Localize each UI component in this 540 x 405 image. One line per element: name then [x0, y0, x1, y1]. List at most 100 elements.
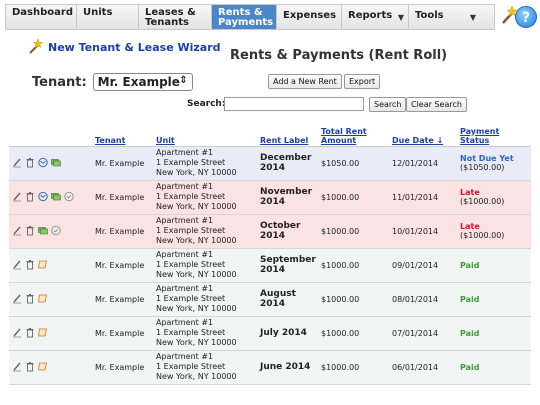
- new-tenant-wizard-link[interactable]: New Tenant & Lease Wizard: [28, 39, 221, 55]
- search-button[interactable]: Search: [369, 97, 407, 112]
- row-actions: [9, 146, 92, 181]
- cell-amount: $1050.00: [318, 146, 389, 181]
- clear-search-button[interactable]: Clear Search: [406, 97, 467, 112]
- unit-line: 1 Example Street: [156, 328, 226, 337]
- status-amount: ($1000.00): [460, 231, 505, 240]
- nav-tools[interactable]: Tools ▼: [409, 5, 480, 29]
- nav-rents-payments[interactable]: Rents & Payments: [212, 5, 277, 29]
- email-icon[interactable]: [38, 191, 48, 204]
- header-rent-label[interactable]: Rent Label: [257, 125, 318, 147]
- cell-tenant: Mr. Example: [92, 350, 153, 385]
- cell-rent-label: December 2014: [257, 146, 318, 181]
- actions-header: [9, 125, 92, 147]
- edit-icon[interactable]: [12, 191, 22, 204]
- cell-rent-label: November 2014: [257, 180, 318, 215]
- trash-icon[interactable]: [25, 225, 35, 238]
- cell-amount: $1000.00: [318, 316, 389, 351]
- header-unit[interactable]: Unit: [153, 125, 257, 147]
- trash-icon[interactable]: [25, 259, 35, 272]
- unit-line: New York, NY 10000: [156, 338, 237, 347]
- export-button[interactable]: Export: [344, 74, 381, 89]
- cell-due-date: 12/01/2014: [389, 146, 457, 181]
- nav-dashboard[interactable]: Dashboard: [6, 5, 77, 29]
- cell-tenant: Mr. Example: [92, 180, 153, 215]
- nav-reports-label: Reports: [348, 10, 393, 21]
- nav-leases-tenants[interactable]: Leases & Tenants: [139, 5, 212, 29]
- trash-icon[interactable]: [25, 293, 35, 306]
- cell-unit: Apartment #1 1 Example Street New York, NY…: [153, 282, 257, 317]
- header-tenant[interactable]: Tenant: [92, 125, 153, 147]
- note-icon[interactable]: [64, 191, 74, 204]
- trash-icon[interactable]: [25, 191, 35, 204]
- table-header-row: Tenant Unit Rent Label Total Rent Amount…: [9, 125, 531, 147]
- cell-unit: Apartment #1 1 Example Street New York, NY…: [153, 214, 257, 249]
- table-row: Mr. Example Apartment #1 1 Example Street N…: [9, 214, 531, 249]
- search-label: Search:: [187, 99, 226, 109]
- cell-rent-label: October 2014: [257, 214, 318, 249]
- edit-icon[interactable]: [12, 361, 22, 374]
- status-text: Paid: [460, 260, 480, 270]
- table-row: Mr. Example Apartment #1 1 Example Street N…: [9, 282, 531, 317]
- chevron-down-icon: ▼: [469, 13, 476, 22]
- cell-unit: Apartment #1 1 Example Street New York, NY…: [153, 248, 257, 283]
- trash-icon[interactable]: [25, 327, 35, 340]
- cell-payment-status: Paid: [457, 282, 531, 317]
- header-payment-status[interactable]: Payment Status: [457, 125, 531, 147]
- cell-unit: Apartment #1 1 Example Street New York, NY…: [153, 180, 257, 215]
- cell-tenant: Mr. Example: [92, 214, 153, 249]
- rent-roll-table: Tenant Unit Rent Label Total Rent Amount…: [9, 125, 531, 385]
- unit-line: New York, NY 10000: [156, 304, 237, 313]
- money-icon[interactable]: [51, 157, 61, 170]
- unit-line: Apartment #1: [156, 318, 214, 327]
- tenant-select-value: Mr. Example: [97, 75, 180, 89]
- cell-payment-status: Paid: [457, 248, 531, 283]
- nav-expenses[interactable]: Expenses: [277, 5, 342, 29]
- trash-icon[interactable]: [25, 361, 35, 374]
- receipt-icon[interactable]: [38, 327, 48, 340]
- money-icon[interactable]: [51, 191, 61, 204]
- search-input[interactable]: [224, 97, 364, 111]
- wizard-label: New Tenant & Lease Wizard: [48, 40, 221, 54]
- tenant-select[interactable]: Mr. Example ⇕: [92, 73, 193, 91]
- cell-amount: $1000.00: [318, 214, 389, 249]
- cell-due-date: 09/01/2014: [389, 248, 457, 283]
- receipt-icon[interactable]: [38, 293, 48, 306]
- edit-icon[interactable]: [12, 327, 22, 340]
- cell-payment-status: Not Due Yet ($1050.00): [457, 146, 531, 181]
- unit-line: New York, NY 10000: [156, 236, 237, 245]
- help-icon[interactable]: ?: [515, 6, 537, 28]
- status-text: Late: [460, 188, 480, 197]
- cell-due-date: 08/01/2014: [389, 282, 457, 317]
- edit-icon[interactable]: [12, 259, 22, 272]
- unit-line: Apartment #1: [156, 148, 214, 157]
- tenant-label: Tenant:: [32, 74, 87, 90]
- cell-tenant: Mr. Example: [92, 316, 153, 351]
- email-icon[interactable]: [38, 157, 48, 170]
- add-rent-button[interactable]: Add a New Rent: [268, 74, 342, 89]
- unit-line: New York, NY 10000: [156, 168, 237, 177]
- nav-reports[interactable]: Reports ▼: [342, 5, 409, 29]
- row-actions: [9, 282, 92, 317]
- header-due-date[interactable]: Due Date ↓: [389, 125, 457, 147]
- trash-icon[interactable]: [25, 157, 35, 170]
- edit-icon[interactable]: [12, 293, 22, 306]
- money-icon[interactable]: [38, 225, 48, 238]
- nav-units[interactable]: Units: [77, 5, 139, 29]
- chevron-down-icon: ▼: [397, 13, 404, 22]
- nav-dashboard-label: Dashboard: [12, 7, 73, 18]
- edit-icon[interactable]: [12, 157, 22, 170]
- table-row: Mr. Example Apartment #1 1 Example Street N…: [9, 248, 531, 283]
- cell-payment-status: Paid: [457, 350, 531, 385]
- header-total-rent[interactable]: Total Rent Amount: [318, 125, 389, 147]
- unit-line: Apartment #1: [156, 216, 214, 225]
- receipt-icon[interactable]: [38, 259, 48, 272]
- unit-line: New York, NY 10000: [156, 202, 237, 211]
- cell-unit: Apartment #1 1 Example Street New York, NY…: [153, 350, 257, 385]
- row-actions: [9, 350, 92, 385]
- cell-tenant: Mr. Example: [92, 282, 153, 317]
- cell-rent-label: September 2014: [257, 248, 318, 283]
- nav-tools-label: Tools: [415, 10, 444, 21]
- note-icon[interactable]: [51, 225, 61, 238]
- receipt-icon[interactable]: [38, 361, 48, 374]
- edit-icon[interactable]: [12, 225, 22, 238]
